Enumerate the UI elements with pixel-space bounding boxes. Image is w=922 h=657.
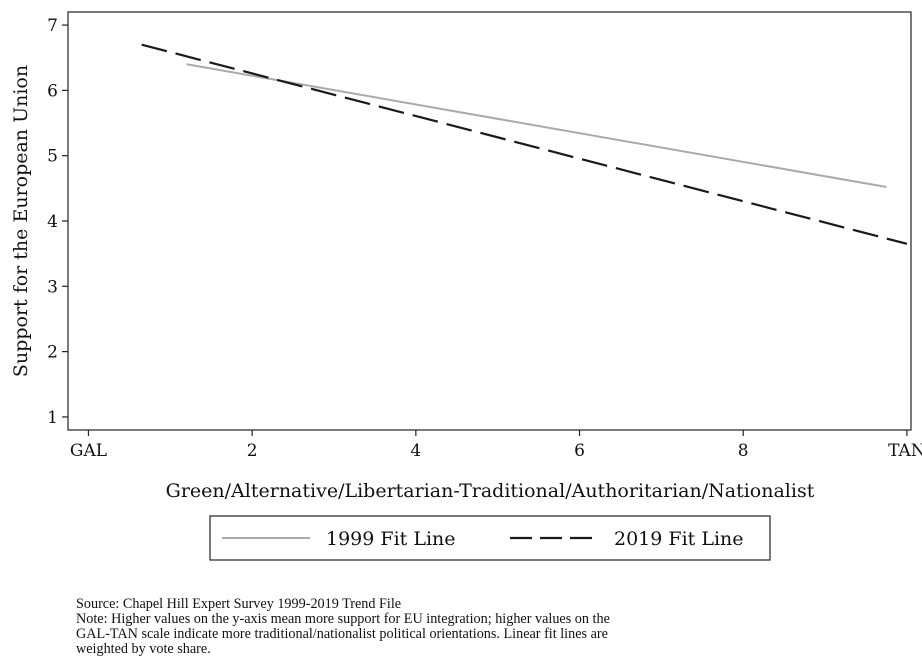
y-tick-label: 7 [47,16,58,36]
x-axis-title: Green/Alternative/Libertarian-Traditiona… [166,480,815,502]
x-tick-label: 4 [410,441,421,461]
x-tick-label: TAN [888,441,922,461]
x-tick-label: 8 [738,441,749,461]
legend: 1999 Fit Line 2019 Fit Line [209,515,771,561]
y-tick-label: 4 [47,212,58,232]
legend-label-1999: 1999 Fit Line [326,528,456,550]
source-note: Source: Chapel Hill Expert Survey 1999-2… [76,596,402,612]
plot-frame [67,11,912,431]
chart-notes: Source: Chapel Hill Expert Survey 1999-2… [76,597,916,657]
note-line: GAL-TAN scale indicate more traditional/… [76,626,608,642]
x-tick-label: 6 [574,441,585,461]
x-tick-label: 2 [247,441,258,461]
y-tick-label: 2 [47,343,58,363]
y-tick-label: 3 [47,277,58,297]
series-line-2019 [141,43,908,245]
y-tick-label: 5 [47,147,58,167]
x-tick-label: GAL [70,441,107,461]
y-tick-label: 6 [47,81,58,101]
x-axis: GAL 2 4 6 8 TAN [70,430,922,461]
legend-label-2019: 2019 Fit Line [614,528,744,550]
chart: 1 2 3 4 5 6 7 GAL 2 4 6 8 TAN Support for the Europ… [10,11,922,561]
y-tick-label: 1 [47,408,58,428]
note-line: Note: Higher values on the y-axis mean m… [76,611,610,627]
y-axis: 1 2 3 4 5 6 7 [47,16,68,428]
y-axis-title: Support for the European Union [10,65,32,377]
series-layer [141,43,908,245]
series-line-1999 [186,63,887,189]
